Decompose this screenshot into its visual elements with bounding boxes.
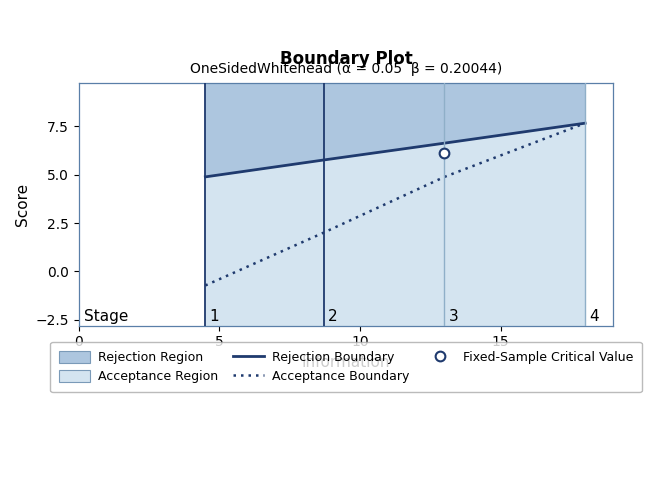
Text: 1: 1 [210,309,219,324]
Text: 4: 4 [589,309,599,324]
Y-axis label: Score: Score [15,183,30,226]
Polygon shape [324,177,444,326]
Polygon shape [444,123,585,177]
Polygon shape [205,84,324,177]
Polygon shape [324,143,444,233]
Polygon shape [324,84,444,160]
Polygon shape [205,160,324,286]
Polygon shape [444,123,585,326]
Text: 3: 3 [449,309,458,324]
Polygon shape [205,232,324,326]
Title: Boundary Plot: Boundary Plot [280,50,412,68]
Text: 2: 2 [328,309,338,324]
Text: OneSidedWhitehead (α = 0.05  β = 0.20044): OneSidedWhitehead (α = 0.05 β = 0.20044) [190,62,502,76]
Legend: Rejection Region, Acceptance Region, Rejection Boundary, Acceptance Boundary, Fi: Rejection Region, Acceptance Region, Rej… [50,342,642,392]
X-axis label: Information: Information [302,355,390,370]
Text: Stage: Stage [85,309,129,324]
Polygon shape [444,84,585,143]
